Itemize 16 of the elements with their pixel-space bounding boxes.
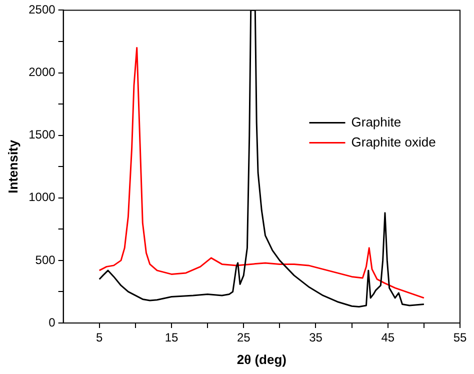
y-tick-label: 500: [35, 252, 56, 267]
x-tick-label: 5: [96, 330, 104, 345]
legend-label: Graphite: [351, 114, 402, 130]
y-tick-label: 2500: [28, 2, 56, 17]
y-tick-label: 0: [48, 315, 56, 330]
x-tick-label: 45: [381, 330, 395, 345]
x-tick-label: 55: [453, 330, 467, 345]
y-tick-label: 1000: [28, 190, 56, 204]
y-tick-label: 2000: [28, 65, 56, 80]
x-tick-label: 25: [236, 330, 251, 345]
y-axis-title: Intensity: [5, 139, 20, 194]
x-axis-title: 2θ (deg): [236, 352, 286, 367]
y-tick-label: 1500: [28, 128, 56, 142]
legend-label: Graphite oxide: [351, 134, 436, 150]
x-tick-label: 15: [164, 330, 178, 345]
x-tick-label: 35: [309, 330, 323, 345]
